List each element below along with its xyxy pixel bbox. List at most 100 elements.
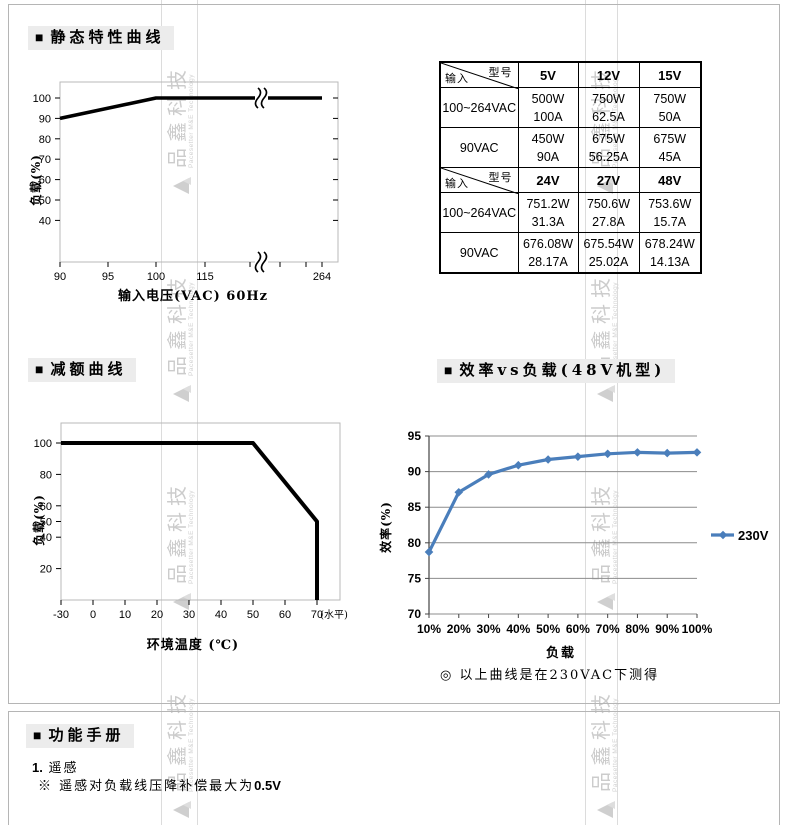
input-range-cell: 100~264VAC	[439, 87, 519, 128]
spec-value-cell: 676.08W 28.17A	[517, 232, 579, 274]
svg-text:40: 40	[39, 215, 51, 227]
input-range-cell: 90VAC	[439, 127, 519, 168]
section-title-derating: ■ 减额曲线	[28, 358, 137, 382]
model-header-cell: 5V	[517, 61, 579, 88]
watermark-guide-line	[161, 0, 162, 825]
spec-value-cell: 450W 90A	[517, 127, 579, 168]
spec-value-cell: 753.6W 15.7A	[638, 192, 702, 233]
svg-text:负载: 负载	[546, 645, 576, 661]
model-header-cell: 27V	[577, 167, 640, 193]
svg-text:效率(%): 效率(%)	[378, 501, 393, 553]
model-header-cell: 15V	[638, 61, 702, 88]
model-header-cell: 12V	[577, 61, 640, 88]
svg-text:100: 100	[147, 271, 165, 283]
manual-item-remote-sense: 1. 遥感	[32, 757, 78, 776]
watermark-guide-line	[197, 0, 198, 825]
svg-text:50: 50	[39, 195, 51, 207]
manual-item-label: 遥感	[48, 761, 79, 776]
spec-value-cell: 751.2W 31.3A	[517, 192, 579, 233]
table-row: 90VAC 676.08W 28.17A 675.54W 25.02A 678.24W 14…	[439, 232, 702, 274]
table-row: 100~264VAC 751.2W 31.3A 750.6W 27.8A 753.6W 15…	[439, 192, 702, 233]
svg-text:40: 40	[215, 609, 227, 621]
section-title-text: 减额曲线	[50, 360, 127, 378]
svg-text:70: 70	[311, 609, 323, 621]
svg-text:-30: -30	[53, 609, 69, 621]
spec-value-cell: 500W 100A	[517, 87, 579, 128]
watermark-guide-line	[585, 0, 586, 825]
manual-note-value: 0.5V	[254, 778, 281, 793]
svg-text:40: 40	[40, 532, 52, 544]
manual-item-note: ※ 遥感对负载线压降补偿最大为0.5V	[38, 775, 281, 794]
svg-text:50%: 50%	[536, 622, 560, 636]
chart-legend: 230V	[711, 528, 769, 543]
svg-text:90: 90	[39, 113, 51, 125]
manual-note-text: ※ 遥感对负载线压降补偿最大为	[38, 779, 255, 794]
svg-text:(水平): (水平)	[320, 609, 348, 621]
svg-text:85: 85	[408, 500, 422, 514]
spec-value-cell: 675W 45A	[638, 127, 702, 168]
efficiency-series-line	[427, 450, 698, 553]
derating-curve-line	[61, 441, 319, 600]
square-bullet-icon: ■	[35, 361, 44, 377]
svg-text:60: 60	[39, 175, 51, 187]
manual-item-number: 1.	[32, 760, 43, 775]
model-header-cell: 24V	[517, 167, 579, 193]
svg-text:10: 10	[119, 609, 131, 621]
corner-label-input: 输入	[445, 177, 469, 190]
watermark-guide-line	[617, 0, 618, 825]
spec-value-cell: 750W 62.5A	[577, 87, 640, 128]
static-characteristic-chart: 40 50 60 70 80 90 100 90 95 100 115 264 负载(%) 输入电压(VA…	[28, 81, 339, 304]
square-bullet-icon: ■	[33, 727, 42, 743]
section-title-text: 效率vs负载(48V机型)	[459, 361, 666, 379]
svg-text:115: 115	[196, 271, 214, 283]
svg-text:70: 70	[39, 154, 51, 166]
svg-text:0: 0	[90, 609, 96, 621]
static-curve-line	[59, 96, 322, 121]
svg-text:90: 90	[54, 271, 66, 283]
svg-text:80: 80	[39, 134, 51, 146]
table-corner-cell: 型号 输入	[439, 61, 519, 89]
svg-text:50: 50	[40, 517, 52, 529]
svg-text:30%: 30%	[477, 622, 501, 636]
svg-text:100: 100	[33, 93, 51, 105]
spec-value-cell: 675.54W 25.02A	[577, 232, 640, 274]
table-corner-cell: 型号 输入	[439, 167, 519, 194]
corner-label-model: 型号	[488, 171, 513, 184]
svg-text:负载(%): 负载(%)	[31, 494, 46, 546]
svg-text:80: 80	[408, 536, 422, 550]
svg-text:50: 50	[247, 609, 259, 621]
input-range-cell: 90VAC	[439, 232, 519, 274]
input-range-cell: 100~264VAC	[439, 192, 519, 233]
derating-curve-chart: 20 40 50 60 80 100 -30 0 10 20 30 40 50 60 70(水平) 负载(%)…	[31, 422, 348, 653]
svg-text:60: 60	[40, 501, 52, 513]
corner-label-input: 输入	[445, 72, 469, 85]
section-title-text: 功能手册	[48, 726, 125, 744]
table-row: 100~264VAC 500W 100A 750W 62.5A 750W 50A	[439, 87, 702, 128]
svg-text:70%: 70%	[596, 622, 620, 636]
svg-text:70: 70	[408, 607, 422, 621]
section-title-efficiency: ■ 效率vs负载(48V机型)	[437, 359, 676, 383]
section-title-manual: ■ 功能手册	[26, 724, 135, 748]
svg-text:60: 60	[279, 609, 291, 621]
svg-text:负载(%): 负载(%)	[28, 154, 43, 206]
svg-text:20%: 20%	[447, 622, 471, 636]
svg-text:100: 100	[34, 438, 52, 450]
svg-text:30: 30	[183, 609, 195, 621]
svg-text:40%: 40%	[506, 622, 530, 636]
output-spec-table: 型号 输入 5V 12V 15V 100~264VAC 500W 100A 750W 62.5A 7…	[439, 61, 702, 274]
square-bullet-icon: ■	[35, 29, 44, 45]
spec-value-cell: 750W 50A	[638, 87, 702, 128]
svg-text:90%: 90%	[655, 622, 679, 636]
svg-text:10%: 10%	[417, 622, 441, 636]
svg-text:230V: 230V	[738, 528, 769, 543]
section-curves-box	[8, 4, 780, 704]
square-bullet-icon: ■	[444, 362, 453, 378]
svg-text:100%: 100%	[682, 622, 713, 636]
svg-text:环境温度 (℃): 环境温度 (℃)	[147, 637, 239, 653]
svg-text:80%: 80%	[625, 622, 649, 636]
section-title-static-curve: ■ 静态特性曲线	[28, 26, 175, 50]
spec-value-cell: 675W 56.25A	[577, 127, 640, 168]
svg-text:75: 75	[408, 571, 422, 585]
svg-text:80: 80	[40, 469, 52, 481]
